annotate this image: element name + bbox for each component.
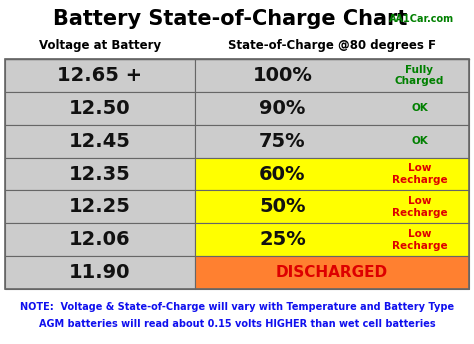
Bar bbox=[195, 158, 469, 191]
Text: 12.06: 12.06 bbox=[69, 230, 131, 249]
Bar bbox=[195, 256, 469, 289]
Text: NOTE:  Voltage & State-of-Charge will vary with Temperature and Battery Type: NOTE: Voltage & State-of-Charge will var… bbox=[20, 302, 454, 312]
Text: Low
Recharge: Low Recharge bbox=[392, 163, 447, 185]
Text: 75%: 75% bbox=[259, 132, 306, 151]
Bar bbox=[5, 59, 195, 92]
Text: OK: OK bbox=[411, 103, 428, 113]
Bar bbox=[5, 256, 195, 289]
Text: 12.50: 12.50 bbox=[69, 99, 131, 118]
Text: Voltage at Battery: Voltage at Battery bbox=[39, 40, 161, 53]
Text: 90%: 90% bbox=[259, 99, 306, 118]
Text: Fully
Charged: Fully Charged bbox=[395, 65, 444, 86]
Text: Battery State-of-Charge Chart: Battery State-of-Charge Chart bbox=[53, 9, 407, 29]
Text: Low
Recharge: Low Recharge bbox=[392, 229, 447, 250]
Text: 50%: 50% bbox=[259, 197, 306, 216]
Text: 12.25: 12.25 bbox=[69, 197, 131, 216]
Text: Low
Recharge: Low Recharge bbox=[392, 196, 447, 218]
Text: 11.90: 11.90 bbox=[69, 263, 131, 282]
Bar bbox=[195, 223, 469, 256]
Text: 100%: 100% bbox=[253, 66, 312, 85]
Text: 12.65 +: 12.65 + bbox=[57, 66, 143, 85]
Text: 25%: 25% bbox=[259, 230, 306, 249]
Bar bbox=[5, 92, 195, 125]
Text: 12.35: 12.35 bbox=[69, 164, 131, 183]
Text: AGM batteries will read about 0.15 volts HIGHER than wet cell batteries: AGM batteries will read about 0.15 volts… bbox=[39, 319, 435, 329]
Bar bbox=[5, 125, 195, 158]
Bar bbox=[5, 191, 195, 223]
Text: AA1Car.com: AA1Car.com bbox=[390, 14, 455, 24]
Bar bbox=[195, 191, 469, 223]
Bar bbox=[5, 158, 195, 191]
Text: 60%: 60% bbox=[259, 164, 306, 183]
Text: 12.45: 12.45 bbox=[69, 132, 131, 151]
Bar bbox=[195, 92, 469, 125]
Bar bbox=[195, 125, 469, 158]
Bar bbox=[5, 223, 195, 256]
Text: State-of-Charge @80 degrees F: State-of-Charge @80 degrees F bbox=[228, 40, 436, 53]
Bar bbox=[5, 59, 469, 289]
Bar bbox=[195, 59, 469, 92]
Text: DISCHARGED: DISCHARGED bbox=[276, 265, 388, 280]
Text: OK: OK bbox=[411, 136, 428, 146]
